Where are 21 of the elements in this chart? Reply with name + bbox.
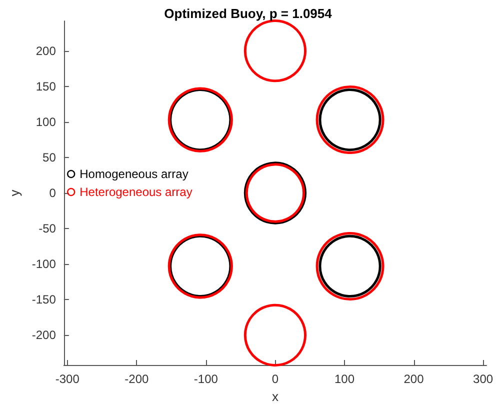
y-tick-label: -100 xyxy=(32,257,56,272)
x-tick-label: -300 xyxy=(55,372,80,386)
y-tick-label: -50 xyxy=(38,222,56,236)
x-axis-title: x xyxy=(272,388,279,404)
legend-label: Heterogeneous array xyxy=(80,185,192,199)
y-tick-label: 150 xyxy=(36,79,56,94)
x-tick-label: 300 xyxy=(473,372,494,386)
y-tick-label: 200 xyxy=(36,44,56,58)
y-axis-title: y xyxy=(7,189,22,196)
legend-label: Homogeneous array xyxy=(80,167,188,181)
y-tick-label: 100 xyxy=(36,114,56,129)
x-tick-label: 100 xyxy=(334,372,355,386)
x-tick-label: -200 xyxy=(124,372,149,386)
y-tick-label: -200 xyxy=(32,328,56,342)
y-tick-label: 0 xyxy=(49,186,56,200)
x-tick-label: 0 xyxy=(272,372,279,386)
x-tick-label: 200 xyxy=(404,372,424,386)
y-tick-label: -150 xyxy=(32,292,56,307)
x-tick-label: -100 xyxy=(194,372,218,386)
chart-title: Optimized Buoy, p = 1.0954 xyxy=(164,6,333,21)
y-tick-label: 50 xyxy=(42,150,56,164)
